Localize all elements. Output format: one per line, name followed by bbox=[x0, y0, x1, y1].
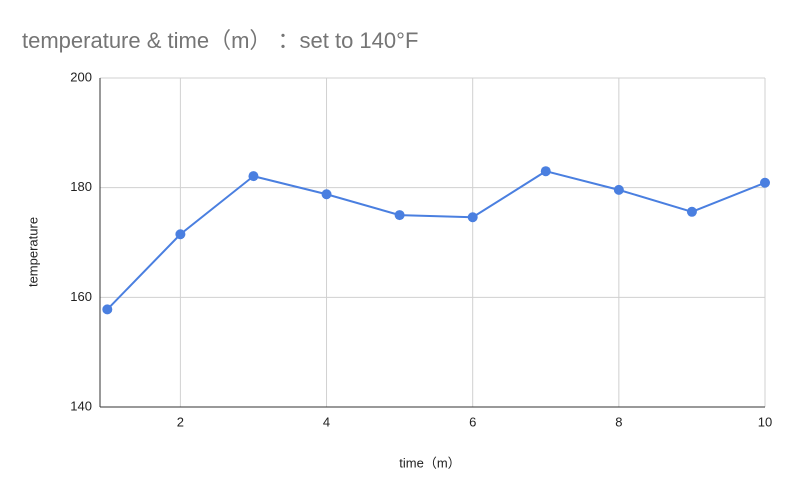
point bbox=[686, 206, 697, 217]
point bbox=[613, 184, 624, 195]
point bbox=[467, 212, 478, 223]
x-tick-label: 10 bbox=[758, 414, 772, 429]
x-axis-label: time（m） bbox=[399, 455, 460, 470]
x-tick-label: 2 bbox=[177, 414, 184, 429]
chart-title: temperature & time（m） ：set to 140°F bbox=[22, 28, 418, 53]
point bbox=[102, 304, 113, 315]
point bbox=[248, 171, 259, 182]
x-tick-label: 8 bbox=[615, 414, 622, 429]
x-tick-label: 4 bbox=[323, 414, 330, 429]
point bbox=[760, 177, 770, 188]
point bbox=[394, 210, 405, 221]
y-tick-label: 200 bbox=[70, 69, 92, 84]
point bbox=[175, 229, 186, 240]
y-tick-label: 160 bbox=[70, 289, 92, 304]
y-tick-label: 140 bbox=[70, 398, 92, 413]
y-axis-label: temperature bbox=[25, 217, 40, 287]
series-line bbox=[106, 170, 766, 311]
x-tick-label: 6 bbox=[469, 414, 476, 429]
point bbox=[540, 166, 551, 177]
y-tick-label: 180 bbox=[70, 179, 92, 194]
point bbox=[321, 189, 332, 200]
